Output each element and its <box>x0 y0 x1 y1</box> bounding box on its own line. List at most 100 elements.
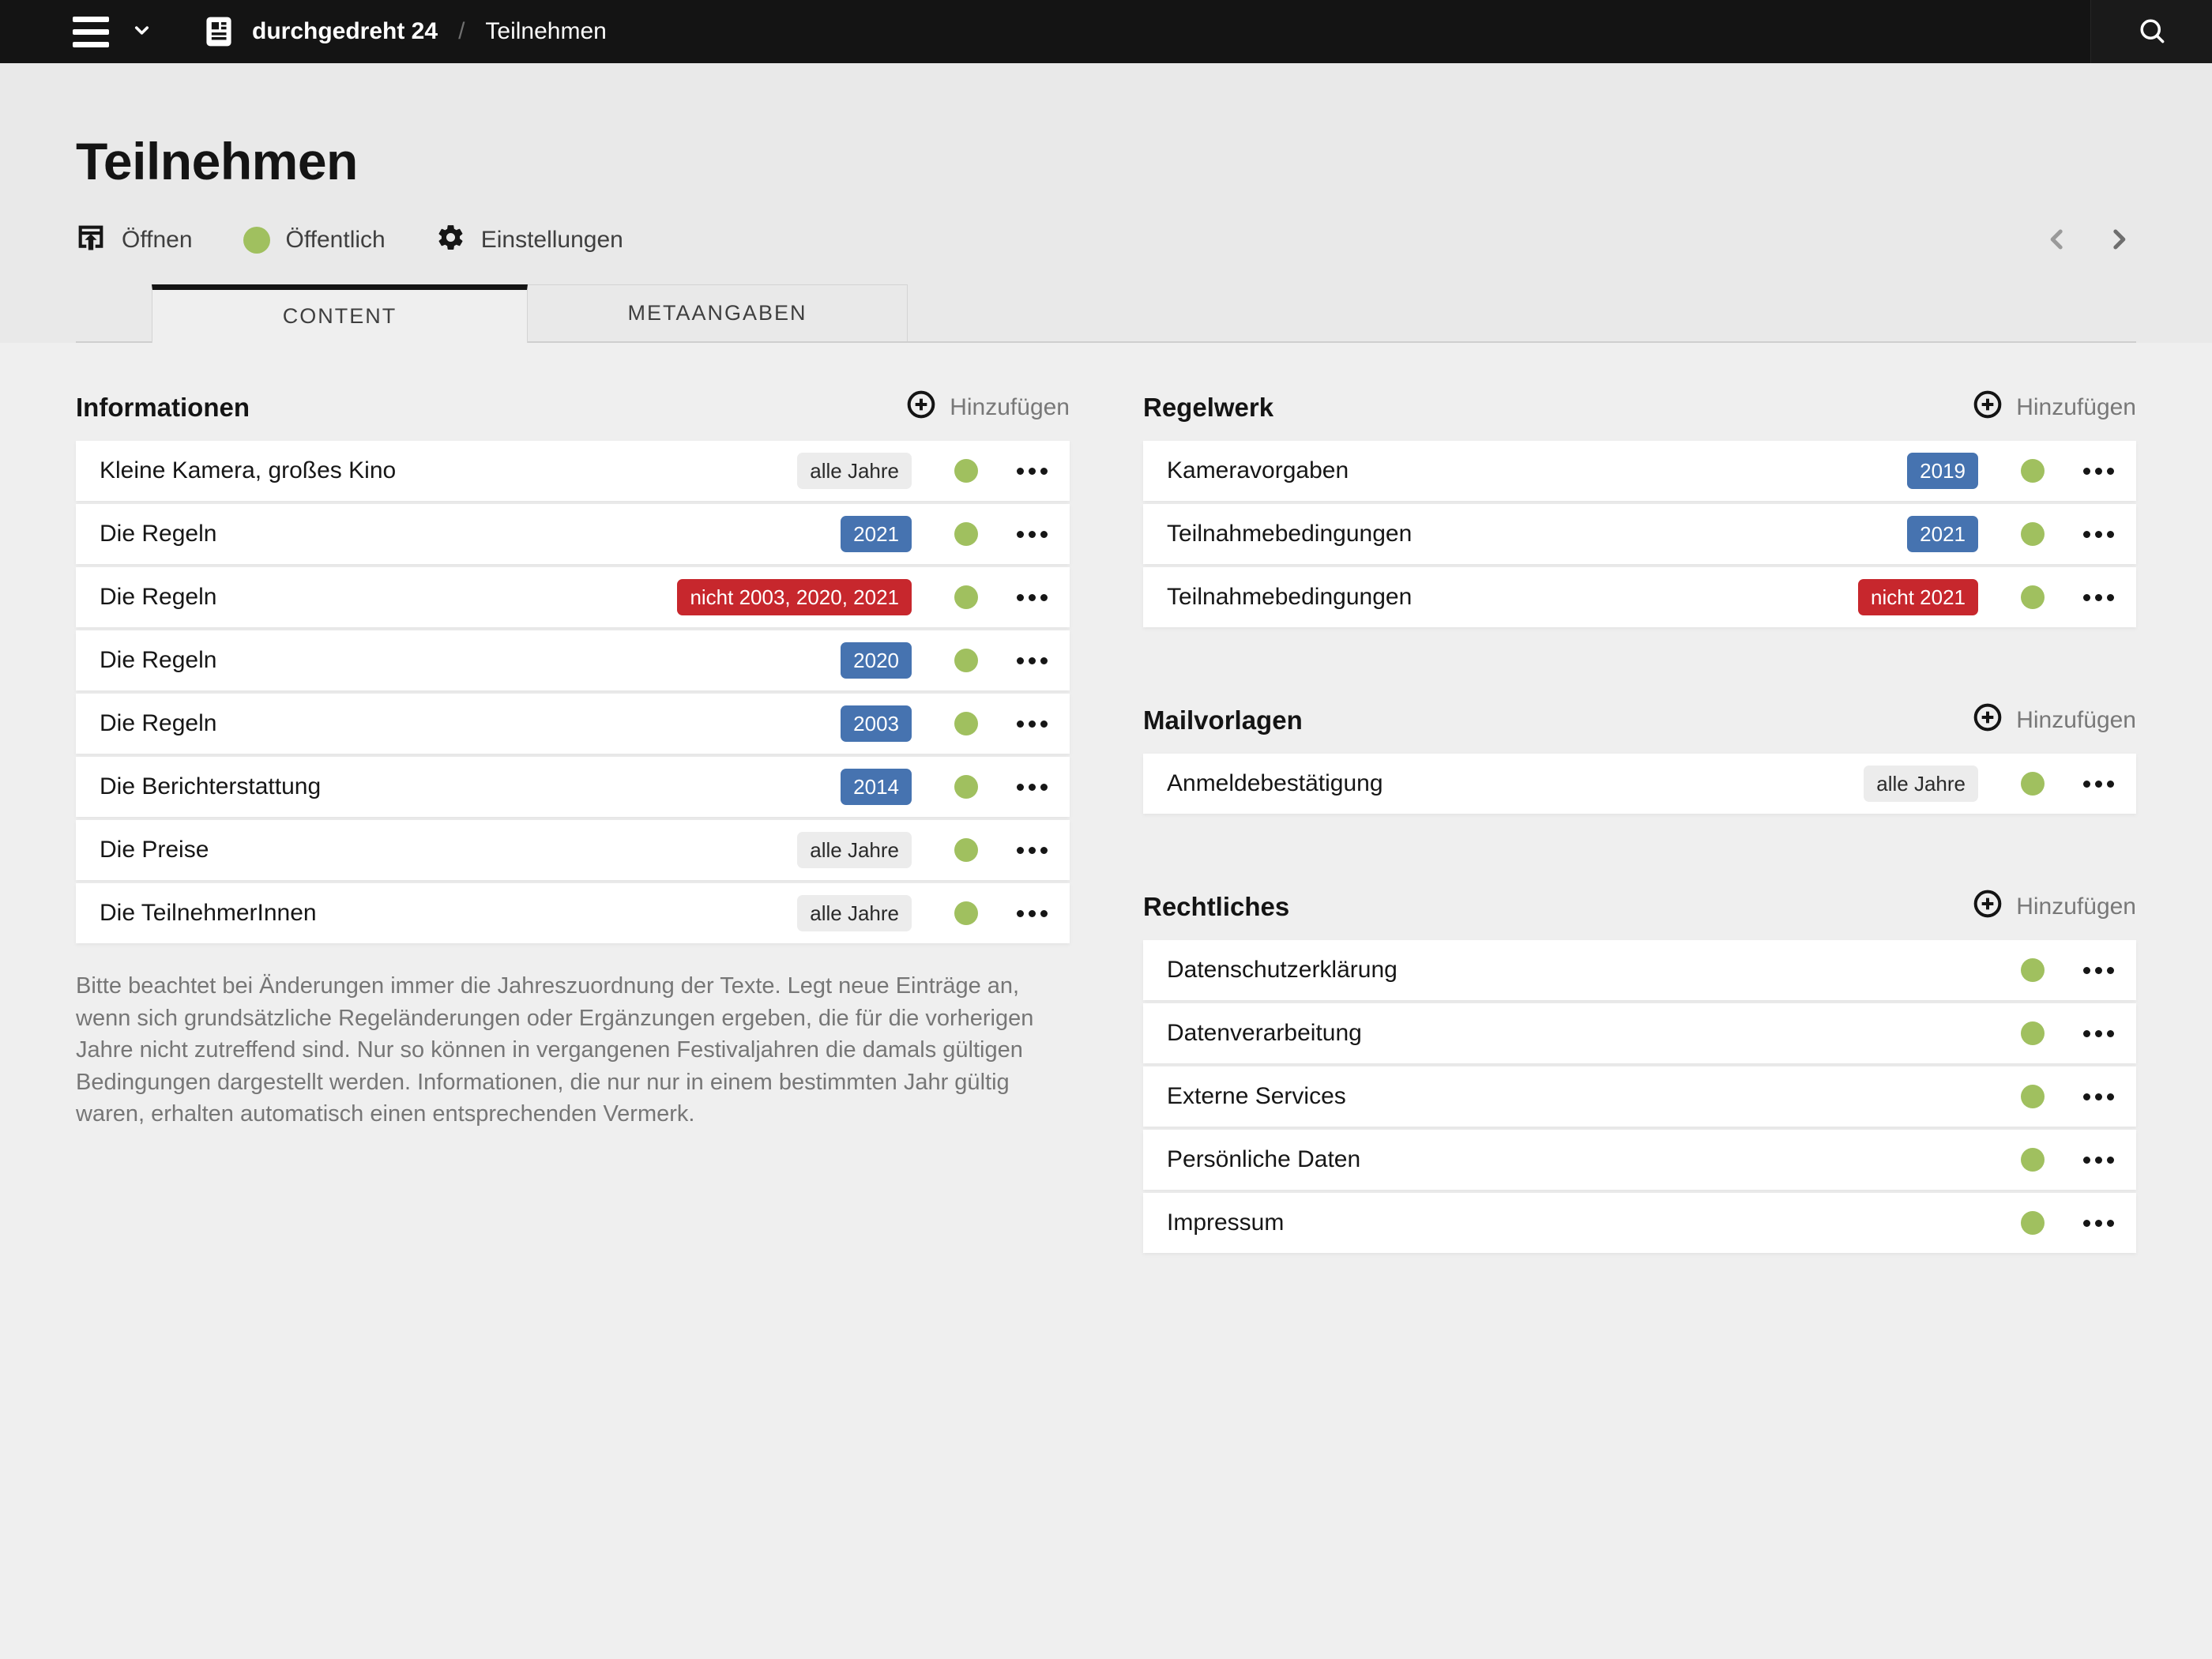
right-column: Regelwerk Hinzufügen Kameravorgaben <box>1143 387 2136 1253</box>
pages-list: Anmeldebestätigung alle Jahre <box>1143 754 2136 814</box>
list-item[interactable]: Teilnahmebedingungen 2021 <box>1143 504 2136 564</box>
status-public-icon <box>2021 772 2045 796</box>
options-button[interactable] <box>1013 523 1051 546</box>
status-public-icon <box>2021 1211 2045 1235</box>
section-title: Informationen <box>76 393 250 422</box>
status-public-icon <box>954 901 978 925</box>
page-header: Teilnehmen Öffnen Öffentlich <box>0 63 2212 343</box>
search-button[interactable] <box>2090 0 2212 63</box>
status-public-icon <box>2021 585 2045 609</box>
list-item[interactable]: Impressum <box>1143 1193 2136 1253</box>
status-public-icon <box>2021 1021 2045 1045</box>
item-title: Datenschutzerklärung <box>1167 957 1398 983</box>
list-item[interactable]: Die Regeln 2020 <box>76 630 1070 690</box>
pages-list: Datenschutzerklärung Datenverarbeitung E… <box>1143 940 2136 1253</box>
years-badge: 2019 <box>1907 453 1978 489</box>
topbar: durchgedreht 24 / Teilnehmen <box>0 0 2212 63</box>
options-button[interactable] <box>2079 523 2117 546</box>
options-button[interactable] <box>2079 1085 2117 1108</box>
list-item[interactable]: Die TeilnehmerInnen alle Jahre <box>76 883 1070 943</box>
breadcrumb-parent-link[interactable]: durchgedreht 24 <box>252 18 438 44</box>
next-page-button[interactable] <box>2101 223 2136 258</box>
add-label: Hinzufügen <box>2016 893 2136 920</box>
options-button[interactable] <box>1013 776 1051 799</box>
item-title: Persönliche Daten <box>1167 1146 1361 1172</box>
options-button[interactable] <box>1013 839 1051 862</box>
options-button[interactable] <box>1013 713 1051 735</box>
options-button[interactable] <box>2079 1149 2117 1172</box>
add-button[interactable]: Hinzufügen <box>1972 702 2136 739</box>
search-icon <box>2135 14 2169 50</box>
plus-circle-icon <box>1972 389 2003 427</box>
tab-content[interactable]: CONTENT <box>152 284 528 343</box>
years-badge: 2021 <box>1907 516 1978 552</box>
section-rechtliches: Rechtliches Hinzufügen Datenschutzerklär… <box>1143 886 2136 1253</box>
list-item[interactable]: Kameravorgaben 2019 <box>1143 441 2136 501</box>
breadcrumb-separator: / <box>458 18 465 44</box>
status-public-icon <box>954 459 978 483</box>
list-item[interactable]: Datenschutzerklärung <box>1143 940 2136 1000</box>
item-title: Datenverarbeitung <box>1167 1020 1362 1046</box>
add-button[interactable]: Hinzufügen <box>1972 389 2136 427</box>
status-public-icon <box>954 775 978 799</box>
list-item[interactable]: Die Berichterstattung 2014 <box>76 757 1070 817</box>
section-title: Rechtliches <box>1143 892 1290 921</box>
item-title: Die Regeln <box>100 584 217 610</box>
prev-page-button[interactable] <box>2040 223 2075 258</box>
list-item[interactable]: Teilnahmebedingungen nicht 2021 <box>1143 567 2136 627</box>
chevron-down-icon <box>131 20 152 43</box>
item-title: Externe Services <box>1167 1083 1346 1109</box>
section-help-text: Bitte beachtet bei Änderungen immer die … <box>76 973 1034 1127</box>
public-dot-icon <box>243 227 270 254</box>
pages-list: Kleine Kamera, großes Kino alle Jahre Di… <box>76 441 1070 943</box>
item-title: Anmeldebestätigung <box>1167 770 1383 796</box>
menu-button[interactable] <box>73 16 152 47</box>
item-title: Kleine Kamera, großes Kino <box>100 457 397 483</box>
item-title: Die Preise <box>100 837 209 863</box>
add-label: Hinzufügen <box>950 394 1070 420</box>
breadcrumb-current-link[interactable]: Teilnehmen <box>485 18 607 44</box>
tab-bar: CONTENT METAANGABEN <box>76 284 2136 343</box>
options-button[interactable] <box>2079 1212 2117 1235</box>
page-icon <box>201 14 236 49</box>
list-item[interactable]: Persönliche Daten <box>1143 1130 2136 1190</box>
years-badge: alle Jahre <box>1864 766 1978 802</box>
gear-icon <box>436 223 465 258</box>
options-button[interactable] <box>1013 902 1051 925</box>
status-public-icon <box>954 712 978 735</box>
options-button[interactable] <box>2079 773 2117 796</box>
options-button[interactable] <box>2079 460 2117 483</box>
options-button[interactable] <box>1013 586 1051 609</box>
years-badge: alle Jahre <box>797 453 912 489</box>
options-button[interactable] <box>1013 649 1051 672</box>
open-preview-button[interactable]: Öffnen <box>76 222 193 258</box>
settings-button[interactable]: Einstellungen <box>436 223 623 258</box>
list-item[interactable]: Die Preise alle Jahre <box>76 820 1070 880</box>
tab-metaangaben[interactable]: METAANGABEN <box>528 284 908 341</box>
list-item[interactable]: Die Regeln 2021 <box>76 504 1070 564</box>
pages-list: Kameravorgaben 2019 Teilnahmebedingungen… <box>1143 441 2136 627</box>
options-button[interactable] <box>2079 586 2117 609</box>
item-title: Die TeilnehmerInnen <box>100 900 317 926</box>
list-item[interactable]: Externe Services <box>1143 1066 2136 1127</box>
status-public-icon <box>954 649 978 672</box>
list-item[interactable]: Die Regeln 2003 <box>76 694 1070 754</box>
list-item[interactable]: Datenverarbeitung <box>1143 1003 2136 1063</box>
hamburger-icon <box>73 16 109 47</box>
add-button[interactable]: Hinzufügen <box>1972 888 2136 926</box>
status-public-icon <box>954 585 978 609</box>
status-button[interactable]: Öffentlich <box>243 227 386 254</box>
options-button[interactable] <box>2079 959 2117 982</box>
list-item[interactable]: Kleine Kamera, großes Kino alle Jahre <box>76 441 1070 501</box>
list-item[interactable]: Die Regeln nicht 2003, 2020, 2021 <box>76 567 1070 627</box>
breadcrumb: durchgedreht 24 / Teilnehmen <box>201 14 607 49</box>
plus-circle-icon <box>1972 702 2003 739</box>
list-item[interactable]: Anmeldebestätigung alle Jahre <box>1143 754 2136 814</box>
add-button[interactable]: Hinzufügen <box>905 389 1070 427</box>
chevron-right-icon <box>2103 224 2135 258</box>
years-badge: 2014 <box>841 769 912 805</box>
options-button[interactable] <box>1013 460 1051 483</box>
item-title: Die Regeln <box>100 647 217 673</box>
item-title: Impressum <box>1167 1209 1285 1236</box>
options-button[interactable] <box>2079 1022 2117 1045</box>
